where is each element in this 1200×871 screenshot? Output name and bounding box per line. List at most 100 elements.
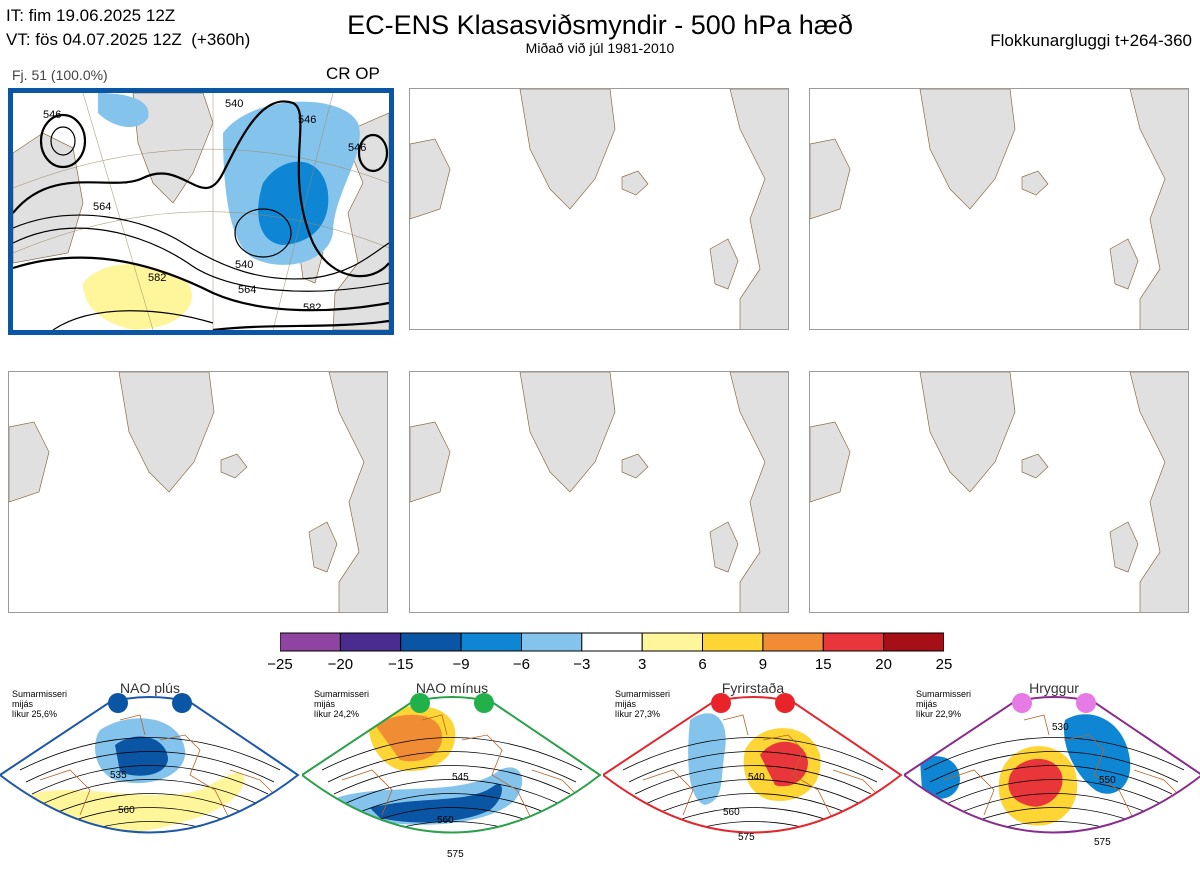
contour-label: 535 — [110, 770, 127, 781]
contour-label: 575 — [1094, 837, 1111, 848]
height-contour — [333, 765, 571, 795]
height-contour — [55, 821, 245, 833]
colorbar-tick-label: −20 — [327, 656, 354, 673]
regime-dot — [410, 693, 430, 713]
height-contour — [357, 821, 547, 833]
page-subtitle: Miðað við júl 1981-2010 — [525, 40, 675, 56]
contour-label: 575 — [738, 832, 755, 843]
colorbar-segment — [641, 632, 704, 652]
contour-label: 546 — [348, 142, 366, 154]
land-europe — [332, 112, 389, 330]
height-contour — [966, 836, 1142, 855]
regime-name: Hryggur — [1029, 680, 1079, 696]
regime-description: Sumarmisseri mijás líkur 22,9% — [916, 689, 971, 719]
colorbar-segment — [400, 632, 462, 652]
regime-dot — [711, 693, 731, 713]
height-contour — [622, 737, 884, 771]
cluster-map-1[interactable]: 546 540 546 564 582 540 564 582 546 — [8, 88, 394, 335]
regime-map: 540 560 575 — [603, 693, 903, 867]
height-contour — [43, 793, 257, 819]
cluster-map-3[interactable] — [809, 88, 1189, 330]
colorbar-tick-label: −6 — [512, 656, 530, 673]
contour-label: 575 — [447, 849, 464, 860]
height-contour — [658, 821, 848, 833]
contour-label: 540 — [748, 772, 765, 783]
height-contour — [646, 793, 860, 819]
regime-name: NAO plús — [120, 680, 180, 696]
colorbar-tick-label: 6 — [698, 656, 707, 673]
height-contour — [37, 779, 263, 807]
contour-label: 545 — [452, 772, 469, 783]
regime-frame — [603, 696, 903, 834]
land-canada — [13, 132, 84, 264]
regime-description: Sumarmisseri mijás líkur 24,2% — [314, 689, 369, 719]
basemap — [410, 372, 788, 612]
contour-label: 582 — [148, 272, 166, 284]
regime-dot — [775, 693, 795, 713]
height-contour — [25, 751, 275, 783]
contour-label: 564 — [93, 201, 111, 213]
colorbar-tick-label: 25 — [935, 656, 953, 673]
regime-name: NAO mínus — [415, 680, 489, 696]
colorbar — [280, 632, 944, 652]
regime-mean: mijás — [615, 699, 637, 709]
regime-description: Sumarmisseri mijás líkur 25,6% — [12, 689, 67, 719]
cluster-map-5[interactable] — [409, 371, 789, 613]
height-contour — [923, 737, 1185, 771]
height-contour — [339, 779, 565, 807]
cluster-map-1-svg: 546 540 546 564 582 540 564 582 546 — [13, 93, 389, 330]
regime-panel[interactable]: 535 560 NAO plús Sumarmisseri mijás líkur… — [0, 680, 300, 870]
colorbar-segment — [883, 632, 944, 652]
height-contour — [671, 850, 835, 867]
regime-season: Sumarmisseri — [615, 689, 671, 699]
contour-label: 582 — [303, 302, 321, 314]
regime-dot — [1076, 693, 1096, 713]
regime-panel[interactable]: 540 560 575 Fyrirstaða Sumarmisseri mijás … — [603, 680, 903, 870]
contour-label: 564 — [238, 284, 256, 296]
cluster-count-label: Fj. 51 (100.0%) — [12, 67, 108, 83]
height-contour — [941, 779, 1167, 807]
height-contour — [327, 751, 577, 783]
cluster-map-2[interactable] — [409, 88, 789, 330]
regime-dot — [108, 693, 128, 713]
colorbar-tick-label: −3 — [573, 656, 591, 673]
strong-negative-anomaly — [258, 161, 329, 245]
contour-label: 546 — [298, 114, 316, 126]
regime-frame — [0, 696, 300, 834]
anomaly-fill — [1064, 714, 1131, 794]
regime-dot — [1012, 693, 1032, 713]
regime-map: 535 560 — [0, 693, 300, 834]
height-contour — [972, 850, 1136, 867]
colorbar-segment — [460, 632, 523, 652]
colorbar-tick-label: 9 — [758, 656, 768, 673]
colorbar-segment — [280, 632, 341, 652]
regime-panel[interactable]: 530 550 575 Hryggur Sumarmisseri mijás lík… — [904, 680, 1200, 870]
contour-label: 550 — [1099, 775, 1116, 786]
colorbar-segment — [762, 632, 824, 652]
regime-probability: líkur 24,2% — [314, 709, 360, 719]
regime-panel[interactable]: 545 560 575 NAO mínus Sumarmisseri mijás l… — [302, 680, 602, 870]
basemap — [810, 372, 1188, 612]
anomaly-fill — [375, 714, 443, 762]
classification-window: Flokkunargluggi t+264-360 — [990, 31, 1192, 50]
colorbar-segment — [581, 632, 643, 652]
cluster-map-4[interactable] — [8, 371, 388, 613]
cluster-map-6[interactable] — [809, 371, 1189, 613]
height-contour — [31, 765, 269, 795]
issue-time: IT: fim 19.06.2025 12Z — [6, 6, 176, 25]
regime-description: Sumarmisseri mijás líkur 27,3% — [615, 689, 670, 719]
regime-probability: líkur 27,3% — [615, 709, 661, 719]
colorbar-tick-label: −15 — [387, 656, 414, 673]
colorbar-segment — [702, 632, 764, 652]
regime-map: 530 550 575 — [904, 693, 1200, 867]
height-contour — [321, 737, 583, 771]
regime-season: Sumarmisseri — [314, 689, 370, 699]
contour-label: 560 — [118, 805, 135, 816]
page-title: EC-ENS Klasasviðsmyndir - 500 hPa hæð — [347, 10, 853, 40]
height-contour — [640, 779, 866, 807]
colorbar-segment — [822, 632, 885, 652]
regime-name: Fyrirstaða — [721, 680, 785, 696]
height-contour — [929, 751, 1179, 783]
height-contour — [959, 821, 1149, 833]
anomaly-fill — [30, 772, 245, 833]
